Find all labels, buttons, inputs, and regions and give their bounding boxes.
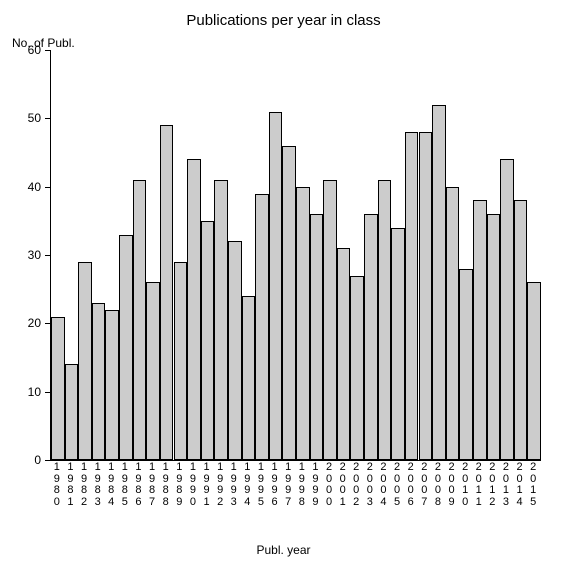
bar — [214, 180, 228, 460]
x-tick-label: 1982 — [77, 462, 91, 508]
bar — [487, 214, 501, 460]
x-tick-label: 2001 — [336, 462, 350, 508]
bar — [378, 180, 392, 460]
x-tick-label: 1987 — [145, 462, 159, 508]
bar — [459, 269, 473, 460]
bar — [255, 194, 269, 461]
publications-bar-chart: Publications per year in class No. of Pu… — [0, 0, 567, 567]
y-tick-label: 30 — [11, 248, 41, 262]
y-tick — [45, 118, 51, 119]
x-tick-label: 2014 — [513, 462, 527, 508]
x-tick-label: 1985 — [118, 462, 132, 508]
bar — [65, 364, 79, 460]
x-tick-label: 1990 — [186, 462, 200, 508]
bar — [337, 248, 351, 460]
x-tick-label: 2008 — [431, 462, 445, 508]
x-tick-label: 1989 — [173, 462, 187, 508]
x-tick-label: 2006 — [404, 462, 418, 508]
x-tick-label: 2010 — [458, 462, 472, 508]
x-tick-label: 1998 — [295, 462, 309, 508]
x-tick-label: 1994 — [241, 462, 255, 508]
bar — [187, 159, 201, 460]
bar — [146, 282, 160, 460]
bar — [296, 187, 310, 460]
bar — [323, 180, 337, 460]
x-tick-label: 2005 — [390, 462, 404, 508]
y-tick — [45, 460, 51, 461]
x-tick-label: 1997 — [281, 462, 295, 508]
x-tick-label: 1992 — [213, 462, 227, 508]
bar — [160, 125, 174, 460]
x-tick-label: 1996 — [268, 462, 282, 508]
x-tick-label: 1984 — [104, 462, 118, 508]
x-axis-label: Publ. year — [0, 543, 567, 557]
x-tick-label: 2015 — [526, 462, 540, 508]
bar — [269, 112, 283, 461]
bar — [201, 221, 215, 460]
bar — [500, 159, 514, 460]
x-tick-label: 1991 — [200, 462, 214, 508]
x-tick-label: 2004 — [377, 462, 391, 508]
y-tick — [45, 187, 51, 188]
y-tick-label: 50 — [11, 111, 41, 125]
y-tick-label: 0 — [11, 453, 41, 467]
bar — [310, 214, 324, 460]
x-tick-label: 1980 — [50, 462, 64, 508]
x-tick-label: 1993 — [227, 462, 241, 508]
bar — [78, 262, 92, 460]
bar — [432, 105, 446, 460]
x-tick-label: 1988 — [159, 462, 173, 508]
x-tick-label: 2003 — [363, 462, 377, 508]
y-tick-label: 40 — [11, 180, 41, 194]
bar — [350, 276, 364, 461]
bar — [446, 187, 460, 460]
y-tick — [45, 50, 51, 51]
bar — [473, 200, 487, 460]
y-tick-label: 10 — [11, 385, 41, 399]
bar — [527, 282, 541, 460]
bar — [242, 296, 256, 460]
bar — [514, 200, 528, 460]
bar — [105, 310, 119, 460]
x-tick-label: 2011 — [472, 462, 486, 508]
bar — [51, 317, 65, 461]
bar — [92, 303, 106, 460]
x-tick-label: 2002 — [349, 462, 363, 508]
bars-group — [51, 50, 541, 460]
bar — [119, 235, 133, 461]
x-tick-label: 2000 — [322, 462, 336, 508]
bar — [133, 180, 147, 460]
chart-title: Publications per year in class — [0, 12, 567, 29]
x-tick-label: 2013 — [499, 462, 513, 508]
y-tick — [45, 323, 51, 324]
bar — [391, 228, 405, 460]
x-tick-label: 1986 — [132, 462, 146, 508]
bar — [364, 214, 378, 460]
bar — [419, 132, 433, 460]
x-tick-label: 1981 — [64, 462, 78, 508]
bar — [228, 241, 242, 460]
x-tick-label: 1995 — [254, 462, 268, 508]
y-tick-label: 60 — [11, 43, 41, 57]
y-tick — [45, 392, 51, 393]
x-tick-label: 1983 — [91, 462, 105, 508]
bar — [174, 262, 188, 460]
x-tick-label: 2007 — [418, 462, 432, 508]
plot-area: 0102030405060 — [50, 50, 541, 461]
bar — [282, 146, 296, 460]
x-tick-label: 2012 — [486, 462, 500, 508]
x-tick-label: 1999 — [309, 462, 323, 508]
x-tick-label: 2009 — [445, 462, 459, 508]
bar — [405, 132, 419, 460]
y-tick-label: 20 — [11, 316, 41, 330]
y-tick — [45, 255, 51, 256]
